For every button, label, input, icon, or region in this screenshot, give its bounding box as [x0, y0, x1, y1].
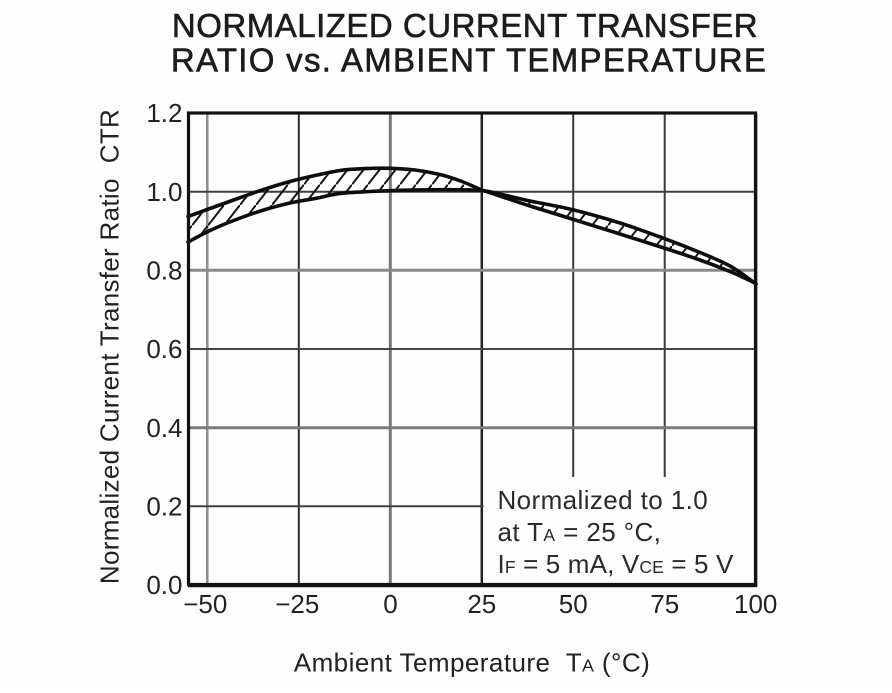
svg-text:Ambient Temperature TA (°C): Ambient Temperature TA (°C)	[294, 648, 650, 678]
svg-text:0.0: 0.0	[146, 570, 182, 600]
svg-text:0.6: 0.6	[146, 334, 182, 364]
svg-text:1.0: 1.0	[146, 177, 182, 207]
svg-text:100: 100	[734, 589, 777, 619]
svg-text:NORMALIZED CURRENT TRANSFER: NORMALIZED CURRENT TRANSFER	[172, 7, 758, 44]
svg-text:−50: −50	[183, 589, 227, 619]
svg-text:0: 0	[383, 589, 397, 619]
svg-text:0.2: 0.2	[146, 492, 182, 522]
svg-text:IF = 5 mA, VCE = 5 V: IF = 5 mA, VCE = 5 V	[498, 549, 735, 579]
svg-text:50: 50	[559, 589, 588, 619]
svg-text:Normalized Current Transfer Ra: Normalized Current Transfer Ratio CTR	[95, 109, 125, 584]
svg-text:0.8: 0.8	[146, 256, 182, 286]
svg-text:75: 75	[650, 589, 679, 619]
svg-text:0.4: 0.4	[146, 413, 182, 443]
svg-text:Normalized to 1.0: Normalized to 1.0	[498, 485, 709, 515]
svg-text:at TA = 25 °C,: at TA = 25 °C,	[498, 517, 662, 547]
svg-text:1.2: 1.2	[146, 98, 182, 128]
svg-text:RATIO vs. AMBIENT TEMPERATURE: RATIO vs. AMBIENT TEMPERATURE	[171, 42, 767, 79]
svg-text:−25: −25	[275, 589, 319, 619]
svg-text:25: 25	[467, 589, 496, 619]
